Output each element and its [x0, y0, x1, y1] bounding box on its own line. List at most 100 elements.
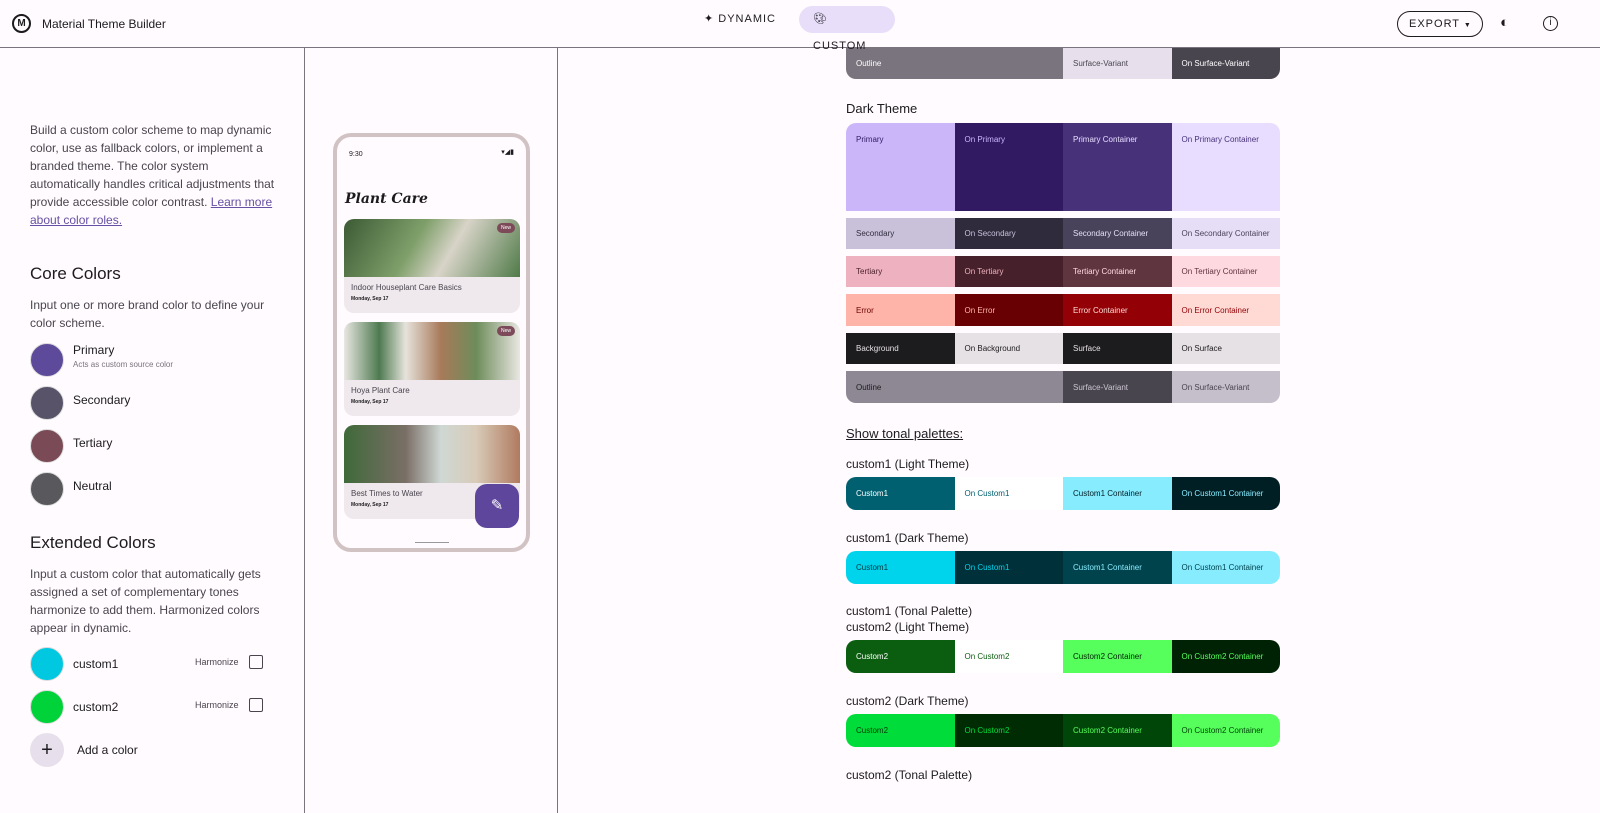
learn-more-link[interactable]: Learn more about color roles.	[30, 195, 273, 227]
color-role-on-custom1-container[interactable]: On Custom1 Container	[1171, 477, 1280, 510]
color-role-on-secondary[interactable]: On Secondary	[954, 218, 1063, 249]
core-color-neutral[interactable]: Neutral	[30, 472, 250, 508]
card-date: Monday, Sep 17	[351, 296, 389, 302]
palette-heading: custom1 (Tonal Palette)	[846, 604, 973, 618]
color-role-primary[interactable]: Primary	[846, 123, 955, 211]
extended-colors-heading: Extended Colors	[30, 533, 156, 552]
color-role-secondary-container[interactable]: Secondary Container	[1063, 218, 1172, 249]
color-name[interactable]: custom2	[73, 700, 119, 714]
core-colors-desc: Input one or more brand color to define …	[30, 298, 265, 330]
color-role-on-secondary-container[interactable]: On Secondary Container	[1171, 218, 1280, 249]
color-role-on-primary[interactable]: On Primary	[954, 123, 1063, 211]
color-label: Tertiary	[73, 436, 113, 450]
dynamic-tab[interactable]: ✦ DYNAMIC	[690, 6, 790, 33]
color-role-custom2[interactable]: Custom2	[846, 640, 955, 673]
add-color-label: Add a color	[77, 743, 138, 757]
phone-app-title: Plant Care	[345, 191, 428, 207]
color-swatch[interactable]	[30, 343, 64, 377]
harmonize-label: Harmonize	[195, 700, 239, 710]
color-role-on-surface-variant[interactable]: On Surface-Variant	[1171, 371, 1280, 403]
brightness-icon[interactable]: ◐	[1500, 14, 1510, 31]
color-role-on-custom2[interactable]: On Custom2	[954, 640, 1063, 673]
color-role-custom2[interactable]: Custom2	[846, 714, 955, 747]
core-color-primary[interactable]: Primary Acts as custom source color	[30, 343, 250, 379]
custom-scheme-row: Custom2 On Custom2 Custom2 Container On Cus…	[846, 640, 1280, 673]
extended-color-custom2: custom2 Harmonize	[30, 690, 270, 726]
color-role-on-tertiary-container[interactable]: On Tertiary Container	[1171, 256, 1280, 287]
dark-scheme-row: Error On Error Error Container On Error Con…	[846, 294, 1280, 326]
card-title: Indoor Houseplant Care Basics	[351, 283, 462, 292]
color-role-primary-container[interactable]: Primary Container	[1063, 123, 1172, 211]
color-role-on-custom2[interactable]: On Custom2	[954, 714, 1063, 747]
core-color-secondary[interactable]: Secondary	[30, 386, 250, 422]
card-date: Monday, Sep 17	[351, 399, 389, 405]
export-button[interactable]: EXPORT ▼	[1397, 11, 1483, 37]
color-role-secondary[interactable]: Secondary	[846, 218, 955, 249]
core-color-tertiary[interactable]: Tertiary	[30, 429, 250, 465]
color-swatch[interactable]	[30, 472, 64, 506]
color-role-surface[interactable]: Surface	[1063, 333, 1172, 364]
edit-fab[interactable]: ✎	[475, 484, 519, 528]
intro-text: Build a custom color scheme to map dynam…	[30, 121, 278, 229]
color-role-on-surface-variant[interactable]: On Surface-Variant	[1171, 48, 1280, 79]
color-role-custom2-container[interactable]: Custom2 Container	[1063, 640, 1172, 673]
color-role-on-custom2-container[interactable]: On Custom2 Container	[1171, 640, 1280, 673]
color-role-on-custom2-container[interactable]: On Custom2 Container	[1171, 714, 1280, 747]
status-icons: ▾◢▮	[501, 149, 514, 156]
color-role-on-background[interactable]: On Background	[954, 333, 1063, 364]
color-name[interactable]: custom1	[73, 657, 119, 671]
new-badge: New	[496, 326, 515, 336]
color-role-surface-variant[interactable]: Surface-Variant	[1063, 371, 1172, 403]
article-card[interactable]: New Hoya Plant Care Monday, Sep 17	[344, 322, 520, 416]
color-swatch[interactable]	[30, 690, 64, 724]
color-swatch[interactable]	[30, 429, 64, 463]
color-role-tertiary-container[interactable]: Tertiary Container	[1063, 256, 1172, 287]
palette-heading: custom1 (Dark Theme)	[846, 531, 969, 545]
color-role-error[interactable]: Error	[846, 294, 955, 326]
custom-scheme-row: Custom1 On Custom1 Custom1 Container On Cus…	[846, 477, 1280, 510]
color-label: Secondary	[73, 393, 131, 407]
color-role-surface-variant[interactable]: Surface-Variant	[1063, 48, 1172, 79]
info-icon[interactable]: i	[1543, 16, 1558, 31]
dropdown-arrow-icon: ▼	[1463, 22, 1472, 29]
plant-image	[344, 219, 520, 277]
color-role-on-tertiary[interactable]: On Tertiary	[954, 256, 1063, 287]
color-sublabel: Acts as custom source color	[73, 360, 174, 369]
article-card[interactable]: New Indoor Houseplant Care Basics Monday, …	[344, 219, 520, 313]
custom-scheme-row: Custom2 On Custom2 Custom2 Container On Cus…	[846, 714, 1280, 747]
custom-label: CUSTOM	[813, 40, 867, 52]
core-colors-heading: Core Colors	[30, 264, 121, 283]
color-role-custom2-container[interactable]: Custom2 Container	[1063, 714, 1172, 747]
color-role-tertiary[interactable]: Tertiary	[846, 256, 955, 287]
status-time: 9:30	[349, 151, 363, 158]
color-role-on-error-container[interactable]: On Error Container	[1171, 294, 1280, 326]
color-role-on-surface[interactable]: On Surface	[1171, 333, 1280, 364]
dark-scheme-row: Tertiary On Tertiary Tertiary Container On …	[846, 256, 1280, 287]
color-role-on-custom1[interactable]: On Custom1	[954, 551, 1063, 584]
harmonize-checkbox[interactable]	[249, 655, 263, 669]
show-tonal-palettes-link[interactable]: Show tonal palettes:	[846, 426, 964, 441]
color-role-custom1-container[interactable]: Custom1 Container	[1063, 551, 1172, 584]
harmonize-label: Harmonize	[195, 657, 239, 667]
color-role-custom1[interactable]: Custom1	[846, 477, 955, 510]
color-role-custom1[interactable]: Custom1	[846, 551, 955, 584]
color-role-on-error[interactable]: On Error	[954, 294, 1063, 326]
color-role-outline[interactable]: Outline	[846, 48, 1063, 79]
color-swatch[interactable]	[30, 386, 64, 420]
add-color-button[interactable]: + Add a color	[30, 733, 230, 769]
color-role-background[interactable]: Background	[846, 333, 955, 364]
color-role-outline[interactable]: Outline	[846, 371, 1063, 403]
color-role-custom1-container[interactable]: Custom1 Container	[1063, 477, 1172, 510]
harmonize-checkbox[interactable]	[249, 698, 263, 712]
color-swatch[interactable]	[30, 647, 64, 681]
color-role-on-primary-container[interactable]: On Primary Container	[1171, 123, 1280, 211]
material-logo-icon: M	[12, 14, 31, 33]
light-outline-row: Outline Surface-Variant On Surface-Variant	[846, 48, 1280, 79]
color-role-on-custom1[interactable]: On Custom1	[954, 477, 1063, 510]
custom-scheme-row: Custom1 On Custom1 Custom1 Container On Cus…	[846, 551, 1280, 584]
color-role-error-container[interactable]: Error Container	[1063, 294, 1172, 326]
divider	[557, 48, 558, 813]
color-role-on-custom1-container[interactable]: On Custom1 Container	[1171, 551, 1280, 584]
pencil-icon: ✎	[490, 497, 504, 514]
custom-tab[interactable]: 🎨︎ CUSTOM	[799, 6, 895, 52]
